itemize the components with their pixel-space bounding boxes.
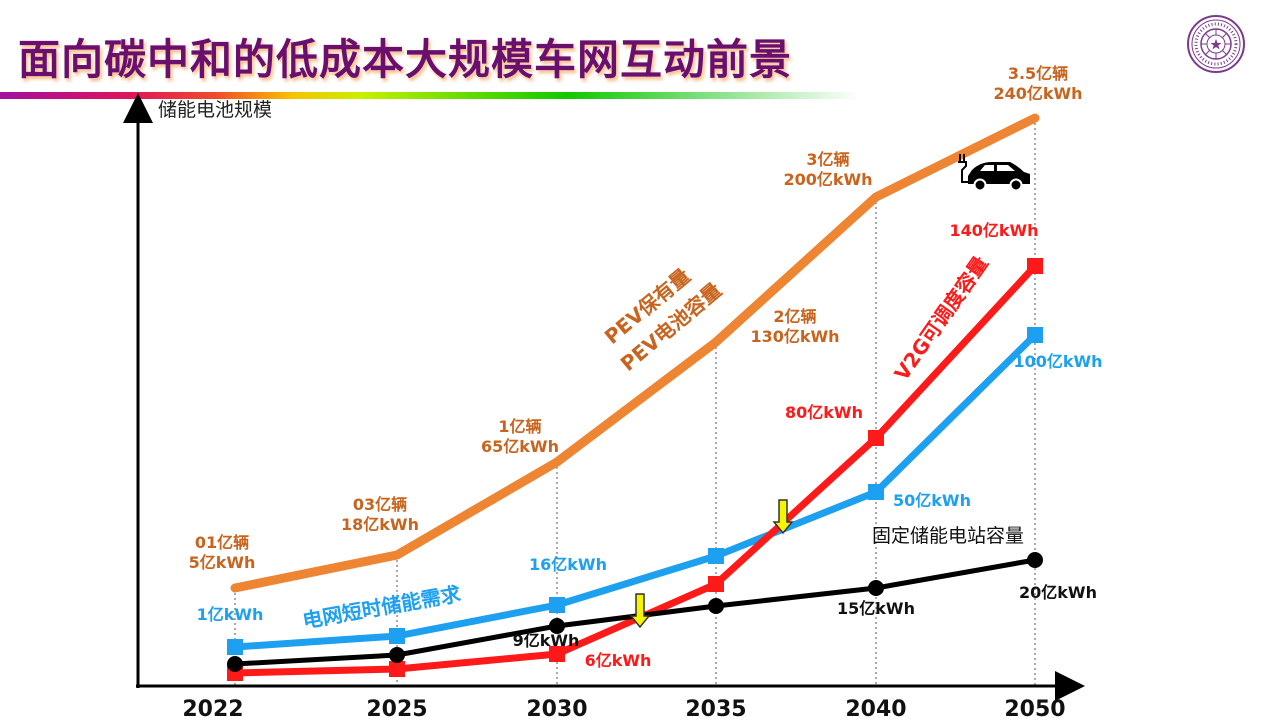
marker-2-2025	[389, 661, 405, 677]
grid-demand-label-2040: 50亿kWh	[893, 491, 971, 510]
x-tick-2025: 2025	[366, 697, 427, 720]
down-arrow-icon	[772, 499, 794, 535]
series-markers	[227, 258, 1043, 681]
fixed-storage-label-2030: 9亿kWh	[513, 631, 580, 650]
y-axis-label: 储能电池规模	[158, 99, 272, 121]
pev-capacity-2025: 18亿kWh	[341, 515, 419, 534]
marker-3-2035	[708, 598, 724, 614]
grid-demand-label-2022: 1亿kWh	[197, 605, 264, 624]
pev-vehicles-2035: 2亿辆	[773, 307, 816, 326]
pev-vehicles-2022: 01亿辆	[195, 533, 249, 552]
marker-2-2030	[549, 646, 565, 662]
annotations	[629, 154, 1030, 629]
marker-3-2025	[389, 647, 405, 663]
grid-demand-label-2050: 100亿kWh	[1013, 352, 1102, 371]
pev-vehicles-2050: 3.5亿辆	[1008, 64, 1068, 83]
university-seal-icon	[1187, 15, 1245, 73]
v2g-label-2030: 6亿kWh	[585, 651, 652, 670]
series-line-1	[231, 331, 1039, 651]
fixed-storage-label-2050: 20亿kWh	[1019, 583, 1097, 602]
title-underline-gradient	[0, 92, 860, 99]
pev-vehicles-2040: 3亿辆	[806, 150, 849, 169]
pev-capacity-2050: 240亿kWh	[993, 84, 1082, 103]
marker-1-2022	[227, 639, 243, 655]
marker-1-2035	[708, 548, 724, 564]
marker-1-2040	[868, 484, 884, 500]
marker-3-2022	[227, 656, 243, 672]
v2g-label-2050: 140亿kWh	[949, 221, 1038, 240]
electric-car-icon	[958, 154, 1030, 192]
x-tick-2040: 2040	[845, 697, 906, 720]
grid-demand-label-2030: 16亿kWh	[529, 555, 607, 574]
marker-3-2030	[549, 618, 565, 634]
pev-vehicles-2030: 1亿辆	[498, 417, 541, 436]
marker-3-2040	[868, 580, 884, 596]
marker-3-2050	[1027, 552, 1043, 568]
v2g-label-2040: 80亿kWh	[785, 403, 863, 422]
pev-capacity-2030: 65亿kWh	[481, 437, 559, 456]
marker-1-2030	[549, 597, 565, 613]
x-tick-2022: 2022	[182, 697, 243, 720]
pev-capacity-2022: 5亿kWh	[189, 553, 256, 572]
x-tick-2050: 2050	[1004, 697, 1065, 720]
x-tick-labels: 2022 2025 2030 2035 2040 2050	[182, 697, 1065, 720]
x-tick-2030: 2030	[526, 697, 587, 720]
pev-capacity-2035: 130亿kWh	[750, 327, 839, 346]
marker-1-2025	[389, 628, 405, 644]
marker-2-2040	[868, 430, 884, 446]
series-name-fixed-storage: 固定储能电站容量	[872, 525, 1024, 547]
slide-title: 面向碳中和的低成本大规模车网互动前景	[18, 35, 793, 84]
pev-capacity-2040: 200亿kWh	[783, 170, 872, 189]
fixed-storage-label-2040: 15亿kWh	[837, 599, 915, 618]
marker-2-2050	[1027, 258, 1043, 274]
series-line-0	[230, 113, 1040, 593]
marker-1-2050	[1027, 327, 1043, 343]
marker-2-2035	[708, 576, 724, 592]
x-tick-2035: 2035	[685, 697, 746, 720]
down-arrow-icon	[629, 593, 651, 629]
series-lines	[230, 113, 1040, 677]
pev-vehicles-2025: 03亿辆	[353, 495, 407, 514]
